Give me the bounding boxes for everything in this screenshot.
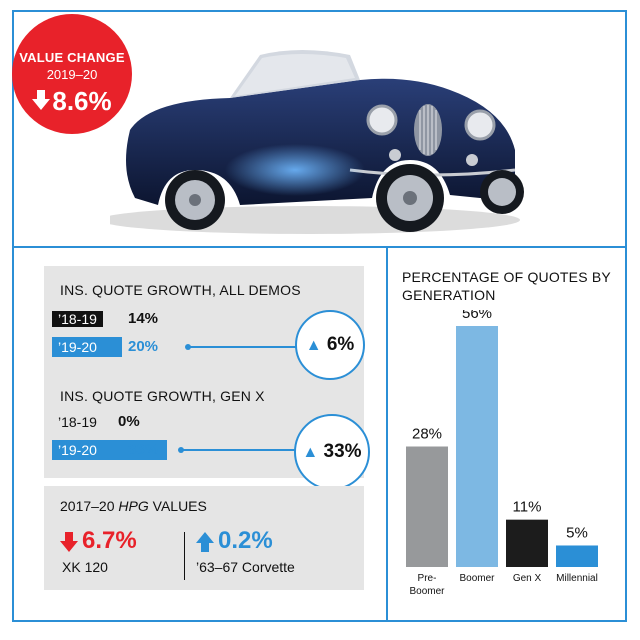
genx-row1-label: ’18-19 [58, 414, 97, 430]
hpg-title: 2017–20 HPG VALUES [60, 498, 207, 514]
bar-value-label: 11% [513, 499, 542, 516]
up-arrow-icon: ▲ [302, 444, 319, 461]
badge-title: VALUE CHANGE [19, 50, 125, 65]
all-demos-row1: ’18-19 [52, 309, 103, 329]
hpg-separator [184, 532, 185, 580]
category-label: Boomer [459, 573, 495, 584]
bar-value-label: 56% [462, 310, 492, 322]
all-demos-title: INS. QUOTE GROWTH, ALL DEMOS [60, 282, 301, 298]
up-arrow-icon [196, 532, 214, 552]
genx-row1-value: 0% [118, 413, 140, 430]
all-demos-row1-label: ’18-19 [52, 311, 103, 327]
badge-value: 8.6% [52, 86, 112, 116]
all-demos-row1-value: 14% [128, 310, 159, 327]
all-demos-row2-value: 20% [128, 338, 159, 355]
genx-row2-bar [52, 440, 167, 460]
all-demos-change-circle: ▲ 6% [295, 310, 365, 380]
connector-line [181, 449, 295, 451]
down-arrow-icon [32, 90, 51, 110]
up-arrow-icon: ▲ [305, 337, 322, 354]
hpg-left-name: XK 120 [62, 559, 108, 575]
hpg-title-italic: HPG [118, 498, 149, 514]
category-label: Boomer [409, 586, 445, 597]
connector-line [188, 346, 296, 348]
category-label: Millennial [556, 573, 598, 584]
badge-period: 2019–20 [46, 67, 98, 82]
all-demos-row2-label: ’19-20 [58, 339, 97, 355]
genx-row2-value: 33% [128, 441, 159, 458]
car-image [110, 50, 524, 234]
vertical-divider [386, 246, 388, 622]
hpg-right-value: 0.2% [218, 527, 273, 554]
genx-change-circle: ▲ 33% [294, 414, 370, 490]
category-label: Gen X [513, 573, 542, 584]
hpg-title-suffix: VALUES [148, 498, 207, 514]
bar-value-label: 28% [412, 426, 442, 443]
hpg-right-name: ’63–67 Corvette [196, 559, 295, 575]
all-demos-change: 6% [326, 334, 355, 355]
genx-row2-label: ’19-20 [58, 442, 97, 458]
infographic-frame [12, 10, 627, 622]
badge-value-line: 8.6% [12, 86, 132, 117]
chart-title: PERCENTAGE OF QUOTES BY GENERATION [402, 269, 611, 303]
bar-pre-boomer [406, 446, 448, 567]
category-label: Pre- [418, 573, 437, 584]
bar-boomer [456, 326, 498, 567]
down-arrow-icon [60, 532, 78, 552]
hpg-title-prefix: 2017–20 [60, 498, 119, 514]
hpg-left-value: 6.7% [82, 527, 137, 554]
all-demos-row2-bar [52, 337, 122, 357]
bar-value-label: 5% [566, 524, 588, 541]
bar-gen-x [506, 519, 548, 567]
bar-millennial [556, 545, 598, 567]
value-change-badge: VALUE CHANGE 2019–20 8.6% [12, 14, 132, 134]
genx-change: 33% [323, 441, 362, 462]
genx-title: INS. QUOTE GROWTH, GEN X [60, 388, 265, 404]
generation-bar-chart: 28% Pre- Boomer 56% Boomer 11% Gen X 5% Millenni… [406, 310, 598, 597]
horizontal-divider [12, 246, 627, 248]
